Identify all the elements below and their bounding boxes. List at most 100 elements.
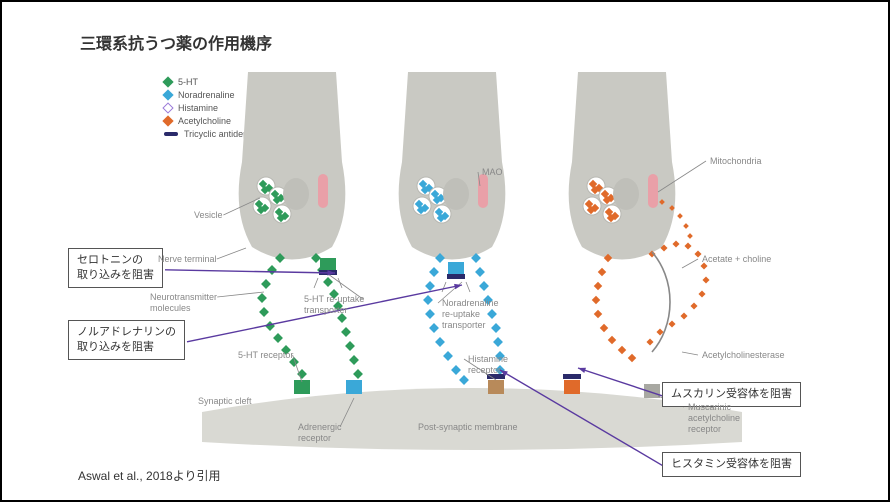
molecule-icon [441,212,449,220]
legend: 5-HTNoradrenalineHistamineAcetylcholineT… [164,77,278,142]
molecule-icon [680,312,687,319]
molecule-icon [618,346,626,354]
molecule-icon [277,194,285,202]
uptake-arrow [314,278,342,288]
arrow-head [454,284,462,289]
mao-blob [613,178,639,210]
vesicle [429,187,447,205]
leader-line [340,398,354,427]
molecule-icon [435,253,445,263]
label-post-membrane: Post-synaptic membrane [418,422,518,433]
callout-arrow [500,370,664,466]
molecule-icon [429,267,439,277]
label-nt-molecules: Neurotransmittermolecules [150,292,217,314]
molecule-icon [317,265,327,275]
molecule-icon [417,206,425,214]
molecule-icon [297,369,307,379]
molecule-icon [431,190,439,198]
label-histamine-rec: Histaminereceptor [468,354,508,376]
callout-serotonin-block: セロトニンの取り込みを阻害 [68,248,163,288]
vesicle [433,205,451,223]
leader-line [223,198,260,215]
molecule-icon [437,194,445,202]
leader-line [293,355,302,382]
page-title: 三環系抗うつ薬の作用機序 [80,30,272,54]
molecule-icon [271,190,279,198]
molecule-icon [259,180,267,188]
molecule-icon [479,281,489,291]
molecule-icon [646,338,653,345]
leader-line [217,248,246,259]
molecule-icon [471,253,481,263]
molecule-icon [603,196,611,204]
molecule-icon [585,200,593,208]
molecule-icon [598,268,606,276]
molecule-icon [437,214,445,222]
molecule-icon [459,375,469,385]
citation-text: Aswal et al., 2018より引用 [78,467,220,484]
legend-row: 5-HT [164,77,278,87]
vesicle [273,205,291,223]
molecule-icon [341,327,351,337]
molecule-icon [425,281,435,291]
callout-line2: 取り込みを阻害 [77,268,154,283]
mitochondrion [318,174,328,208]
nerve-terminal-1 [399,72,506,260]
molecule-icon [353,369,363,379]
receptor [294,380,310,394]
molecule-icon [275,208,283,216]
molecule-icon [684,242,691,249]
molecule-icon [265,184,273,192]
label-na-transporter: Noradrenalinere-uptaketransporter [442,298,499,330]
leader-line [217,292,264,297]
legend-label: Noradrenaline [178,90,235,100]
leader-line [658,161,706,192]
molecule-icon [421,186,429,194]
callout-arrow [165,270,335,273]
molecule-icon [433,196,441,204]
molecule-icon [604,254,612,262]
molecule-icon [443,351,453,361]
molecule-icon [423,295,433,305]
molecule-icon [255,200,263,208]
molecule-icon [698,290,705,297]
arrow-head [327,270,335,275]
label-vesicle: Vesicle [194,210,223,221]
tca-bar [563,374,581,379]
legend-row: Tricyclic antidepressant [164,129,278,139]
molecule-icon [611,212,619,220]
molecule-icon [267,265,277,275]
molecule-icon [257,206,265,214]
molecule-icon [669,205,675,211]
molecule-icon [277,214,285,222]
molecule-icon [349,355,359,365]
label-mao: MAO [482,167,503,178]
transporter [320,258,336,270]
molecule-icon [702,276,709,283]
molecule-icon [687,233,693,239]
molecule-icon [591,204,599,212]
label-synaptic-cleft: Synaptic cleft [198,396,252,407]
callout-noradrenaline-block: ノルアドレナリンの取り込みを阻害 [68,320,185,360]
legend-row: Histamine [164,103,278,113]
leader-line [682,259,698,268]
molecule-icon [592,296,600,304]
legend-swatch [164,132,178,136]
vesicle [413,197,431,215]
transporter [448,262,464,274]
vesicle [417,177,435,195]
molecule-icon [591,186,599,194]
molecule-icon [605,208,613,216]
mitochondrion [478,174,488,208]
molecule-icon [587,206,595,214]
legend-row: Noradrenaline [164,90,278,100]
molecule-icon [273,333,283,343]
legend-label: 5-HT [178,77,198,87]
molecule-icon [421,204,429,212]
molecule-icon [660,244,667,251]
molecule-icon [259,307,269,317]
molecule-icon [608,336,616,344]
molecule-icon [435,208,443,216]
leader-line [682,352,698,355]
molecule-icon [659,199,665,205]
